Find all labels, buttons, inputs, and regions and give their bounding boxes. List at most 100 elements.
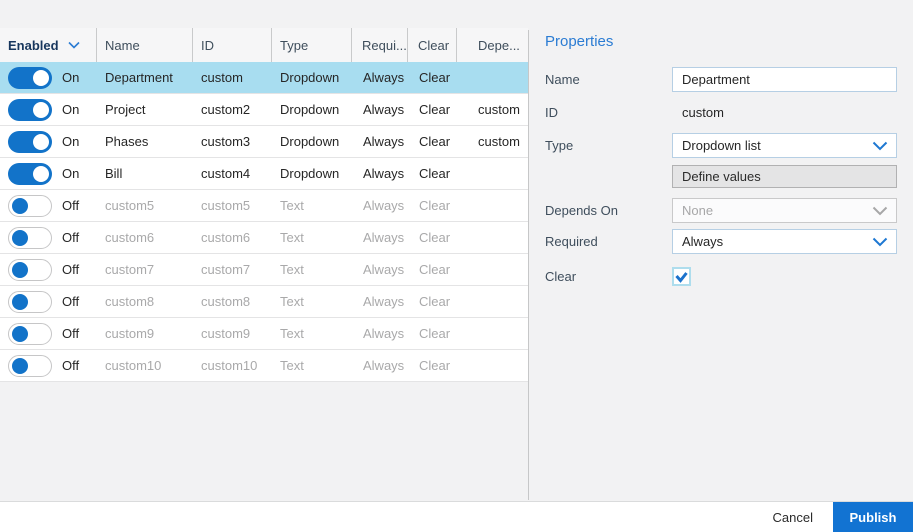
clear-checkbox[interactable] (672, 267, 691, 286)
table-row[interactable]: Off custom10 custom10 Text Always Clear (0, 350, 528, 382)
name-field-label: Name (545, 72, 580, 87)
name-cell: custom5 (105, 198, 155, 213)
depends-cell (457, 286, 528, 317)
table-row[interactable]: On Phases custom3 Dropdown Always Clear … (0, 126, 528, 158)
enabled-toggle[interactable] (8, 354, 52, 377)
column-header-enabled[interactable]: Enabled (0, 28, 97, 62)
required-cell: Always (363, 294, 405, 309)
checkmark-icon (675, 271, 688, 283)
name-cell: custom7 (105, 262, 155, 277)
enabled-toggle[interactable] (8, 322, 52, 345)
id-value: custom (682, 104, 724, 120)
table-row[interactable]: On Department custom Dropdown Always Cle… (0, 62, 528, 94)
type-cell: Text (280, 358, 304, 373)
table-row[interactable]: On Project custom2 Dropdown Always Clear… (0, 94, 528, 126)
enabled-toggle[interactable] (8, 226, 52, 249)
required-dropdown[interactable]: Always (672, 229, 897, 254)
chevron-down-icon (872, 237, 888, 247)
table-body: On Department custom Dropdown Always Cle… (0, 62, 528, 382)
required-cell: Always (363, 102, 405, 117)
name-cell: custom8 (105, 294, 155, 309)
type-cell: Text (280, 326, 304, 341)
toggle-knob (33, 133, 49, 150)
depends-on-dropdown[interactable]: None (672, 198, 897, 223)
id-cell: custom4 (201, 166, 251, 181)
clear-cell: Clear (419, 262, 451, 277)
enabled-cell: On (0, 158, 97, 189)
properties-panel: Properties Name ID custom Type Dropdown … (545, 33, 905, 286)
properties-title: Properties (545, 33, 614, 50)
chevron-down-icon (68, 41, 80, 49)
publish-button[interactable]: Publish (833, 501, 913, 532)
enabled-toggle[interactable] (8, 290, 52, 313)
enabled-toggle[interactable] (8, 98, 52, 121)
depends-cell (457, 254, 528, 285)
required-cell: Always (363, 326, 405, 341)
toggle-state-label: Off (62, 230, 80, 245)
custom-fields-table: Enabled Name ID Type Requi... Clear Depe… (0, 28, 528, 382)
table-row[interactable]: On Bill custom4 Dropdown Always Clear (0, 158, 528, 190)
type-field-label: Type (545, 138, 574, 153)
column-header-name: Name (97, 28, 193, 62)
type-cell: Dropdown (280, 166, 340, 181)
required-cell: Always (363, 198, 405, 213)
column-header-clear: Clear (408, 28, 457, 62)
enabled-cell: On (0, 62, 97, 93)
toggle-knob (12, 229, 28, 246)
define-values-button[interactable]: Define values (672, 165, 897, 188)
clear-cell: Clear (419, 166, 451, 181)
column-header-enabled-label: Enabled (8, 37, 59, 53)
id-cell: custom5 (201, 198, 251, 213)
clear-cell: Clear (419, 198, 451, 213)
type-cell: Text (280, 262, 304, 277)
toggle-state-label: On (62, 70, 80, 85)
required-field-label: Required (545, 234, 598, 249)
cancel-button[interactable]: Cancel (767, 506, 819, 529)
enabled-toggle[interactable] (8, 194, 52, 217)
name-cell: Phases (105, 134, 149, 149)
column-header-id: ID (193, 28, 272, 62)
required-cell: Always (363, 230, 405, 245)
depends-cell (457, 62, 528, 93)
toggle-knob (33, 165, 49, 182)
enabled-cell: Off (0, 350, 97, 381)
name-cell: Project (105, 102, 146, 117)
depends-cell (457, 318, 528, 349)
table-row[interactable]: Off custom8 custom8 Text Always Clear (0, 286, 528, 318)
table-row[interactable]: Off custom5 custom5 Text Always Clear (0, 190, 528, 222)
id-cell: custom6 (201, 230, 251, 245)
id-cell: custom (201, 70, 243, 85)
table-row[interactable]: Off custom6 custom6 Text Always Clear (0, 222, 528, 254)
enabled-cell: Off (0, 190, 97, 221)
id-cell: custom2 (201, 102, 251, 117)
id-cell: custom3 (201, 134, 251, 149)
clear-cell: Clear (419, 70, 451, 85)
enabled-toggle[interactable] (8, 130, 52, 153)
type-cell: Dropdown (280, 102, 340, 117)
required-cell: Always (363, 134, 405, 149)
enabled-toggle[interactable] (8, 66, 52, 89)
enabled-toggle[interactable] (8, 258, 52, 281)
name-cell: Department (105, 70, 173, 85)
toggle-state-label: Off (62, 294, 80, 309)
toggle-knob (12, 261, 28, 278)
column-header-required: Requi... (352, 28, 408, 62)
toggle-state-label: On (62, 166, 80, 181)
toggle-knob (12, 293, 28, 310)
toggle-knob (12, 325, 28, 342)
required-cell: Always (363, 262, 405, 277)
footer-bar: Cancel Publish (0, 501, 913, 532)
toggle-state-label: Off (62, 358, 80, 373)
toggle-state-label: Off (62, 198, 80, 213)
depends-cell: custom (478, 102, 520, 117)
table-row[interactable]: Off custom9 custom9 Text Always Clear (0, 318, 528, 350)
table-row[interactable]: Off custom7 custom7 Text Always Clear (0, 254, 528, 286)
depends-on-field-label: Depends On (545, 203, 618, 218)
panel-divider (528, 30, 529, 500)
toggle-state-label: Off (62, 326, 80, 341)
required-cell: Always (363, 358, 405, 373)
type-dropdown[interactable]: Dropdown list (672, 133, 897, 158)
enabled-toggle[interactable] (8, 162, 52, 185)
toggle-knob (12, 357, 28, 374)
name-input[interactable] (672, 67, 897, 92)
